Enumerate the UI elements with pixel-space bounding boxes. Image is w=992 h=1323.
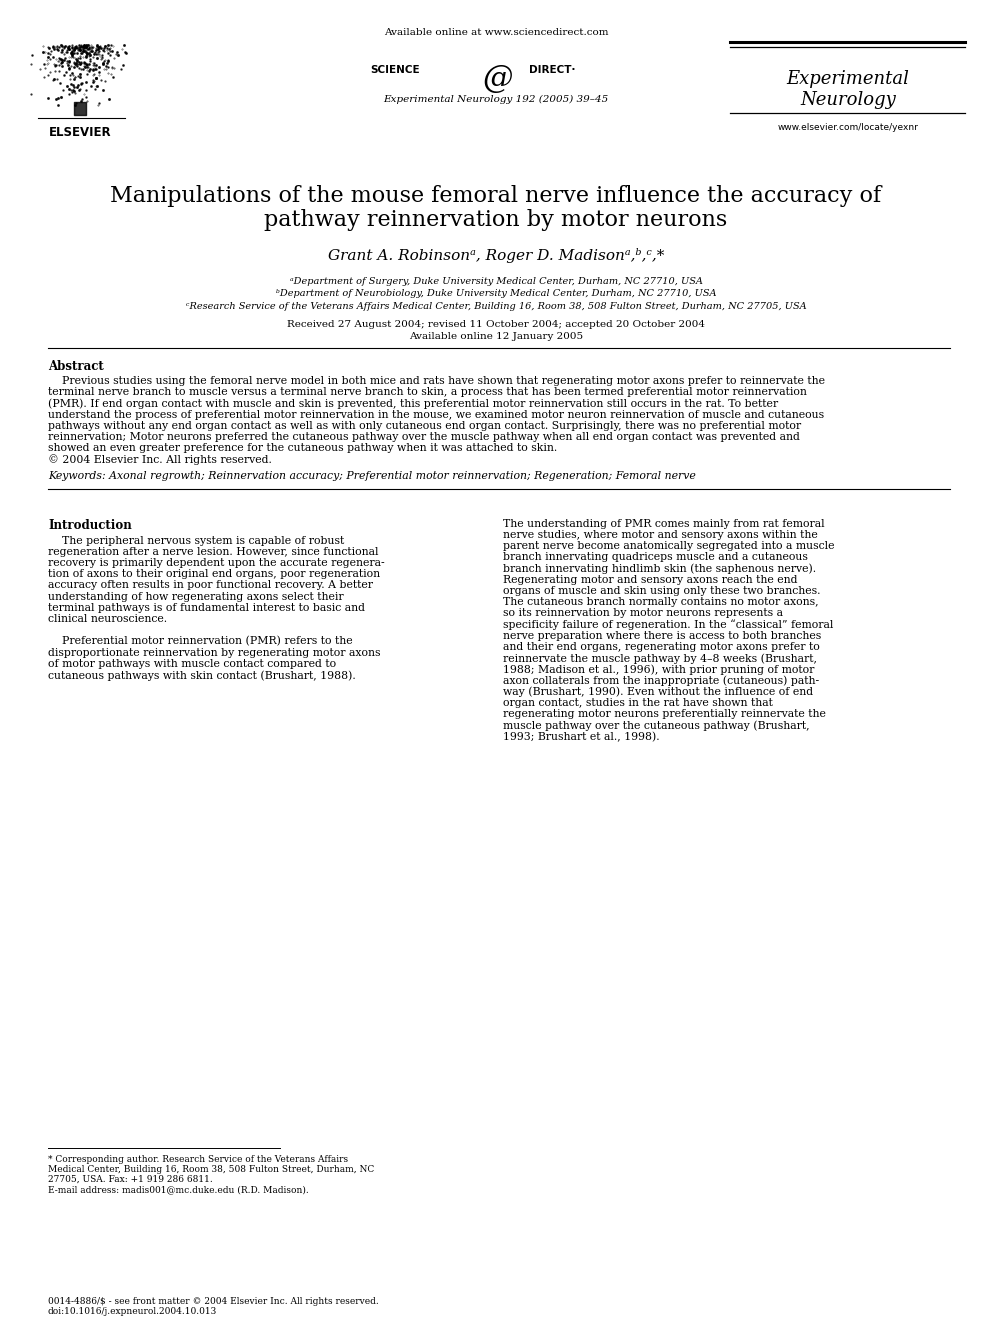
Text: Available online at www.sciencedirect.com: Available online at www.sciencedirect.co… [384,28,608,37]
Text: understand the process of preferential motor reinnervation in the mouse, we exam: understand the process of preferential m… [48,410,824,419]
Text: ᵇDepartment of Neurobiology, Duke University Medical Center, Durham, NC 27710, U: ᵇDepartment of Neurobiology, Duke Univer… [276,290,716,299]
Text: regenerating motor neurons preferentially reinnervate the: regenerating motor neurons preferentiall… [503,709,826,718]
Text: clinical neuroscience.: clinical neuroscience. [48,614,167,624]
Text: Available online 12 January 2005: Available online 12 January 2005 [409,332,583,341]
Text: axon collaterals from the inappropriate (cutaneous) path-: axon collaterals from the inappropriate … [503,676,819,685]
Text: nerve preparation where there is access to both branches: nerve preparation where there is access … [503,631,821,640]
Text: reinnervate the muscle pathway by 4–8 weeks (Brushart,: reinnervate the muscle pathway by 4–8 we… [503,654,817,664]
Text: @: @ [483,64,513,94]
Text: tion of axons to their original end organs, poor regeneration: tion of axons to their original end orga… [48,569,380,579]
Text: E-mail address: madis001@mc.duke.edu (R.D. Madison).: E-mail address: madis001@mc.duke.edu (R.… [48,1185,309,1193]
Text: Received 27 August 2004; revised 11 October 2004; accepted 20 October 2004: Received 27 August 2004; revised 11 Octo… [287,320,705,329]
Text: way (Brushart, 1990). Even without the influence of end: way (Brushart, 1990). Even without the i… [503,687,813,697]
Text: muscle pathway over the cutaneous pathway (Brushart,: muscle pathway over the cutaneous pathwa… [503,720,809,730]
Text: Experimental: Experimental [787,70,910,89]
Text: ELSEVIER: ELSEVIER [49,126,111,139]
Text: cutaneous pathways with skin contact (Brushart, 1988).: cutaneous pathways with skin contact (Br… [48,669,356,680]
Text: nerve studies, where motor and sensory axons within the: nerve studies, where motor and sensory a… [503,529,817,540]
Text: specificity failure of regeneration. In the “classical” femoral: specificity failure of regeneration. In … [503,619,833,630]
Text: organs of muscle and skin using only these two branches.: organs of muscle and skin using only the… [503,586,820,595]
Text: of motor pathways with muscle contact compared to: of motor pathways with muscle contact co… [48,659,336,669]
Text: (PMR). If end organ contact with muscle and skin is prevented, this preferential: (PMR). If end organ contact with muscle … [48,398,778,409]
Text: Preferential motor reinnervation (PMR) refers to the: Preferential motor reinnervation (PMR) r… [48,636,352,647]
Text: terminal nerve branch to muscle versus a terminal nerve branch to skin, a proces: terminal nerve branch to muscle versus a… [48,388,806,397]
Text: parent nerve become anatomically segregated into a muscle: parent nerve become anatomically segrega… [503,541,834,550]
Text: Experimental Neurology 192 (2005) 39–45: Experimental Neurology 192 (2005) 39–45 [383,95,609,105]
Text: disproportionate reinnervation by regenerating motor axons: disproportionate reinnervation by regene… [48,647,381,658]
Text: Introduction: Introduction [48,519,132,532]
Text: © 2004 Elsevier Inc. All rights reserved.: © 2004 Elsevier Inc. All rights reserved… [48,454,272,466]
Text: terminal pathways is of fundamental interest to basic and: terminal pathways is of fundamental inte… [48,603,365,613]
Text: recovery is primarily dependent upon the accurate regenera-: recovery is primarily dependent upon the… [48,558,385,568]
Text: 0014-4886/$ - see front matter © 2004 Elsevier Inc. All rights reserved.: 0014-4886/$ - see front matter © 2004 El… [48,1297,379,1306]
Text: Abstract: Abstract [48,360,104,373]
Text: Regenerating motor and sensory axons reach the end: Regenerating motor and sensory axons rea… [503,574,798,585]
Text: * Corresponding author. Research Service of the Veterans Affairs: * Corresponding author. Research Service… [48,1155,348,1164]
Text: 1988; Madison et al., 1996), with prior pruning of motor: 1988; Madison et al., 1996), with prior … [503,664,814,675]
Text: 1993; Brushart et al., 1998).: 1993; Brushart et al., 1998). [503,732,660,742]
Text: Previous studies using the femoral nerve model in both mice and rats have shown : Previous studies using the femoral nerve… [48,376,825,386]
Text: understanding of how regenerating axons select their: understanding of how regenerating axons … [48,591,343,602]
Text: ᵃDepartment of Surgery, Duke University Medical Center, Durham, NC 27710, USA: ᵃDepartment of Surgery, Duke University … [290,277,702,286]
Text: reinnervation; Motor neurons preferred the cutaneous pathway over the muscle pat: reinnervation; Motor neurons preferred t… [48,433,800,442]
Text: branch innervating quadriceps muscle and a cutaneous: branch innervating quadriceps muscle and… [503,552,807,562]
Text: and their end organs, regenerating motor axons prefer to: and their end organs, regenerating motor… [503,642,819,652]
Text: pathway reinnervation by motor neurons: pathway reinnervation by motor neurons [265,209,727,232]
Text: The understanding of PMR comes mainly from rat femoral: The understanding of PMR comes mainly fr… [503,519,824,529]
Text: pathways without any end organ contact as well as with only cutaneous end organ : pathways without any end organ contact a… [48,421,802,431]
Text: ᶜResearch Service of the Veterans Affairs Medical Center, Building 16, Room 38, : ᶜResearch Service of the Veterans Affair… [186,302,806,311]
Text: Grant A. Robinsonᵃ, Roger D. Madisonᵃ,ᵇ,ᶜ,*: Grant A. Robinsonᵃ, Roger D. Madisonᵃ,ᵇ,… [327,247,665,263]
Text: doi:10.1016/j.expneurol.2004.10.013: doi:10.1016/j.expneurol.2004.10.013 [48,1307,217,1316]
Text: SCIENCE: SCIENCE [370,65,420,75]
Text: Keywords: Axonal regrowth; Reinnervation accuracy; Preferential motor reinnervat: Keywords: Axonal regrowth; Reinnervation… [48,471,695,480]
Text: DIRECT·: DIRECT· [529,65,575,75]
Text: www.elsevier.com/locate/yexnr: www.elsevier.com/locate/yexnr [778,123,919,132]
Text: The cutaneous branch normally contains no motor axons,: The cutaneous branch normally contains n… [503,597,818,607]
Text: Manipulations of the mouse femoral nerve influence the accuracy of: Manipulations of the mouse femoral nerve… [110,185,882,206]
Text: 27705, USA. Fax: +1 919 286 6811.: 27705, USA. Fax: +1 919 286 6811. [48,1175,212,1184]
Text: accuracy often results in poor functional recovery. A better: accuracy often results in poor functiona… [48,581,373,590]
Text: regeneration after a nerve lesion. However, since functional: regeneration after a nerve lesion. Howev… [48,546,379,557]
Text: branch innervating hindlimb skin (the saphenous nerve).: branch innervating hindlimb skin (the sa… [503,564,816,574]
Text: The peripheral nervous system is capable of robust: The peripheral nervous system is capable… [48,536,344,545]
Text: showed an even greater preference for the cutaneous pathway when it was attached: showed an even greater preference for th… [48,443,558,454]
Text: Neurology: Neurology [801,91,896,108]
Text: organ contact, studies in the rat have shown that: organ contact, studies in the rat have s… [503,697,773,708]
Text: Medical Center, Building 16, Room 38, 508 Fulton Street, Durham, NC: Medical Center, Building 16, Room 38, 50… [48,1166,374,1174]
Text: so its reinnervation by motor neurons represents a: so its reinnervation by motor neurons re… [503,609,783,618]
